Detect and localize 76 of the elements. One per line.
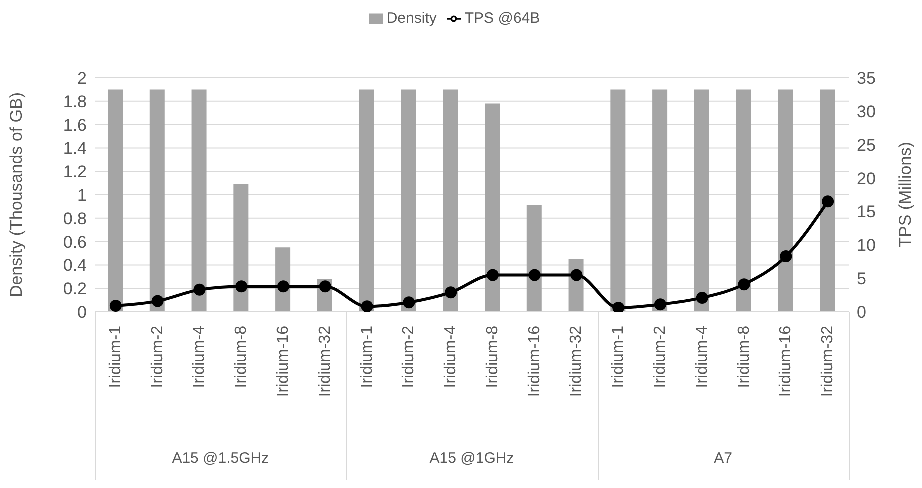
text: A15 @1.5GHz [171, 449, 270, 469]
point [654, 298, 666, 311]
bar [192, 90, 207, 312]
y-tick-label: 0.4 [63, 256, 87, 276]
point [194, 284, 206, 296]
point [110, 300, 122, 312]
legend-label: TPS @64B [464, 10, 540, 27]
point [738, 278, 750, 291]
point [445, 286, 458, 299]
y-tick-label: 1.8 [63, 92, 87, 112]
x-tick-label: Iridium-1 [107, 326, 124, 388]
bar [108, 90, 123, 312]
x-tick-label: Iridium-1 [358, 326, 376, 388]
point [486, 269, 499, 282]
y-tick-label: 0.2 [63, 280, 87, 299]
point [696, 292, 708, 304]
point [570, 269, 583, 282]
point [822, 196, 834, 208]
x-tick-label: Iridium-32 [568, 326, 586, 398]
x-tick-label: Iridium-2 [149, 326, 166, 388]
point [361, 300, 374, 312]
y2-tick-label: 10 [857, 236, 876, 256]
y-tick-label: 1.2 [63, 162, 87, 182]
y2-tick-label: 5 [857, 270, 866, 289]
bar [694, 90, 710, 312]
bar [778, 90, 794, 312]
y2-tick-label: 25 [857, 136, 876, 155]
text: A15 @1GHz [428, 449, 516, 469]
x-tick-label: Iridium-8 [233, 326, 250, 388]
y-tick-label: 1.6 [63, 116, 87, 135]
x-tick-label: Iridium-8 [484, 326, 502, 388]
y2-tick-label: 0 [857, 303, 866, 322]
y2-tick-label: 30 [857, 102, 876, 122]
x-tick-label: Iridium-2 [400, 326, 418, 388]
bar [526, 206, 542, 312]
bar [150, 90, 165, 312]
x-tick-label: Iridium-1 [610, 326, 628, 388]
y-tick-label: 0.6 [63, 232, 87, 252]
y2-tick-label: 20 [857, 169, 876, 188]
x-tick-label: Iridium-16 [778, 326, 795, 398]
bar [485, 104, 500, 312]
y-tick-label: 0.8 [63, 209, 87, 228]
y-tick-label: 0 [78, 303, 87, 322]
point [612, 302, 625, 312]
x-tick-label: Iridium-2 [652, 326, 669, 388]
bar [234, 184, 249, 312]
point [236, 280, 248, 293]
x-tick-label: Iridium-32 [316, 326, 334, 398]
legend-label: Density [386, 10, 437, 27]
point [152, 295, 164, 308]
x-tick-label: Iridium-8 [736, 326, 753, 388]
bar [652, 90, 668, 312]
bar [359, 90, 374, 312]
x-tick-label: Iridium-16 [526, 326, 544, 398]
point [403, 296, 416, 309]
bar [443, 90, 458, 312]
bar [820, 90, 836, 312]
point [528, 269, 541, 282]
x-tick-label: Iridium-4 [694, 326, 711, 388]
x-tick-label: Iridium-16 [275, 326, 292, 398]
bar [610, 90, 626, 312]
bar [401, 90, 416, 312]
point [278, 280, 290, 293]
x-tick-label: Iridium-32 [820, 326, 837, 398]
y-tick-label: 1 [78, 186, 87, 206]
point [319, 280, 332, 293]
text: A7 [713, 449, 734, 469]
y-axis-title: Density (Thousands of GB) [7, 92, 26, 298]
y2-tick-label: 35 [857, 69, 876, 88]
point [780, 250, 792, 263]
x-tick-label: Iridium-4 [191, 326, 208, 388]
y-tick-label: 1.4 [63, 139, 87, 158]
y2-tick-label: 15 [857, 202, 876, 222]
bar [736, 90, 752, 312]
x-tick-label: Iridium-4 [442, 326, 460, 388]
y-tick-label: 2 [78, 69, 87, 88]
